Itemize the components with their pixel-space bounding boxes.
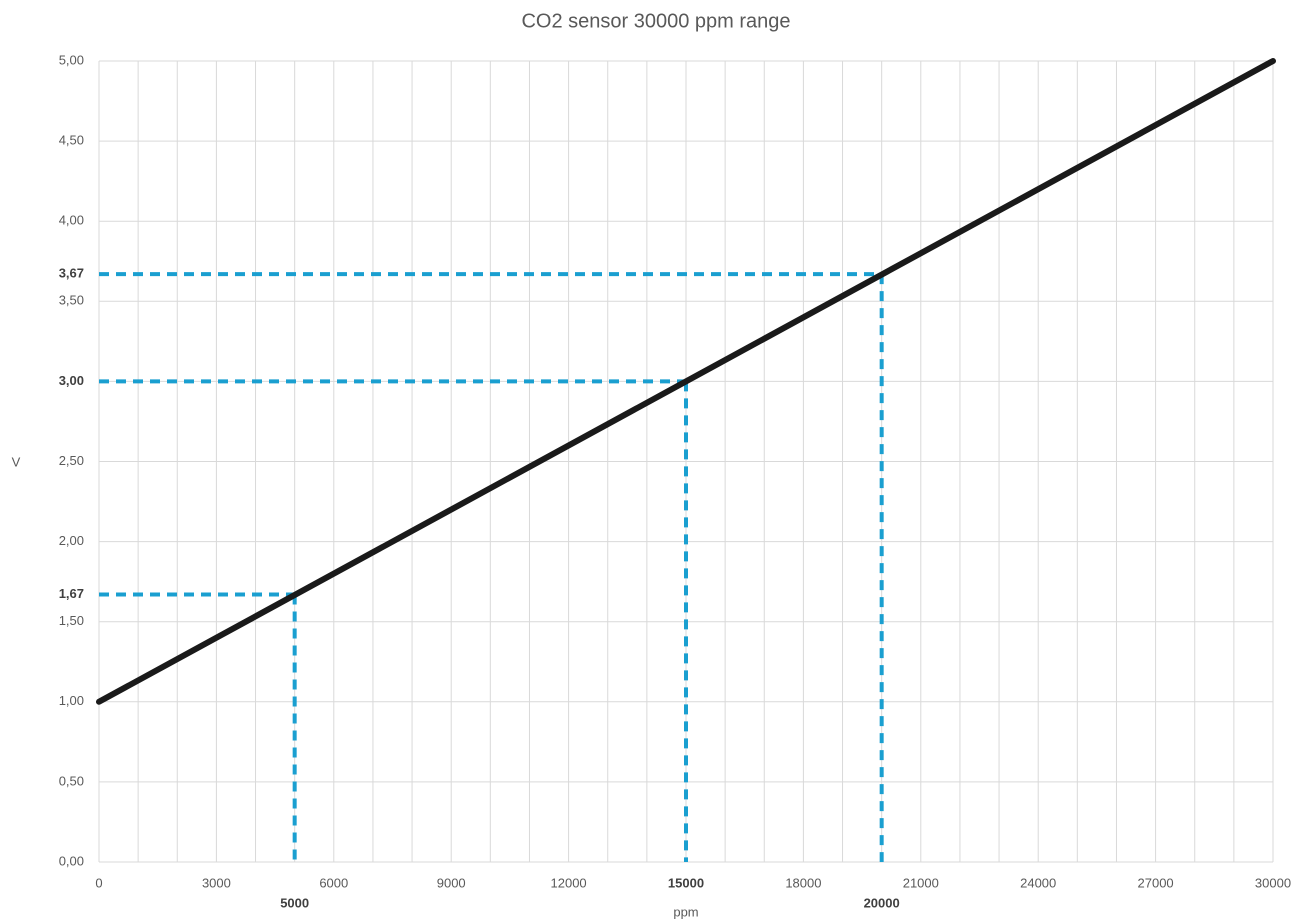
- y-tick-label: 0,50: [59, 773, 84, 788]
- chart-title: CO2 sensor 30000 ppm range: [521, 10, 790, 32]
- reference-x-label: 15000: [668, 875, 704, 890]
- x-tick-label: 18000: [785, 875, 821, 890]
- reference-y-label: 3,00: [59, 373, 84, 388]
- x-axis-label: ppm: [673, 904, 698, 919]
- reference-y-label: 3,67: [59, 266, 84, 281]
- y-tick-label: 1,50: [59, 613, 84, 628]
- x-tick-label: 0: [95, 875, 102, 890]
- x-tick-label: 30000: [1255, 875, 1291, 890]
- reference-x-label: 5000: [280, 895, 309, 910]
- y-tick-label: 3,50: [59, 293, 84, 308]
- y-tick-label: 1,00: [59, 693, 84, 708]
- reference-x-label: 20000: [864, 895, 900, 910]
- x-tick-label: 12000: [551, 875, 587, 890]
- y-tick-label: 0,00: [59, 853, 84, 868]
- x-tick-label: 27000: [1138, 875, 1174, 890]
- x-tick-label: 9000: [437, 875, 466, 890]
- y-axis-label: V: [12, 454, 21, 469]
- y-tick-label: 5,00: [59, 52, 84, 67]
- y-tick-label: 2,00: [59, 533, 84, 548]
- reference-y-label: 1,67: [59, 586, 84, 601]
- y-tick-label: 4,50: [59, 133, 84, 148]
- y-tick-label: 2,50: [59, 453, 84, 468]
- x-tick-label: 6000: [319, 875, 348, 890]
- data-line: [96, 58, 1276, 705]
- y-tick-label: 4,00: [59, 213, 84, 228]
- x-tick-label: 3000: [202, 875, 231, 890]
- x-tick-label: 24000: [1020, 875, 1056, 890]
- x-tick-label: 21000: [903, 875, 939, 890]
